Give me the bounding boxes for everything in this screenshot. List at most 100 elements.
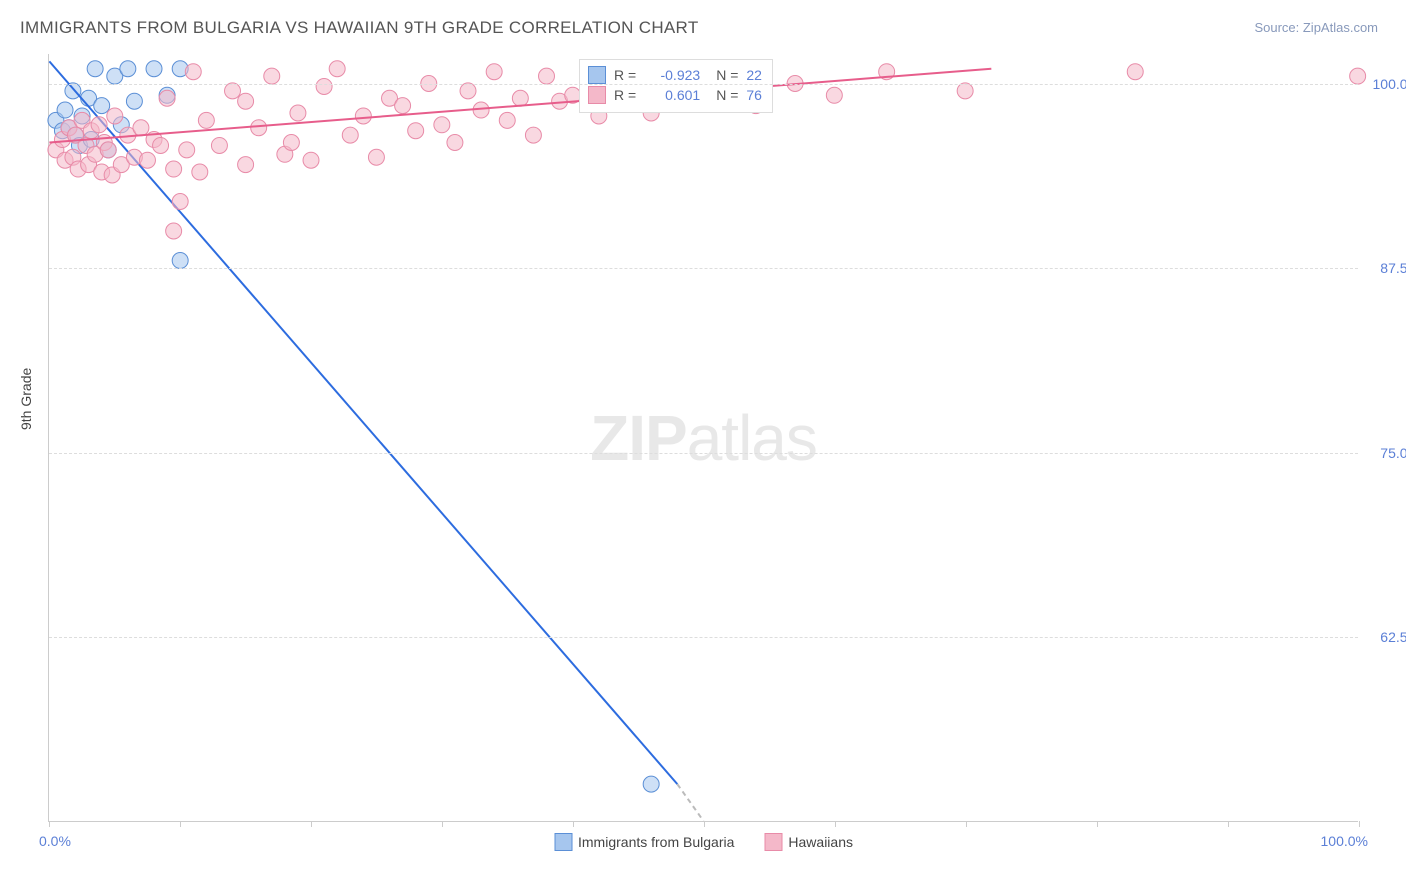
legend-swatch-hawaiians bbox=[764, 833, 782, 851]
scatter-point bbox=[198, 112, 214, 128]
scatter-point bbox=[139, 152, 155, 168]
legend-item-bulgaria: Immigrants from Bulgaria bbox=[554, 833, 734, 851]
scatter-point bbox=[525, 127, 541, 143]
r-value-hawaiians: 0.601 bbox=[644, 87, 700, 103]
x-tick-mark bbox=[1228, 821, 1229, 827]
scatter-point bbox=[225, 83, 241, 99]
plot-area: ZIPatlas R = -0.923 N = 22 R = 0.601 N =… bbox=[48, 54, 1358, 822]
scatter-point bbox=[107, 108, 123, 124]
scatter-point bbox=[486, 64, 502, 80]
scatter-point bbox=[166, 161, 182, 177]
scatter-point bbox=[251, 120, 267, 136]
scatter-point bbox=[264, 68, 280, 84]
scatter-point bbox=[342, 127, 358, 143]
gridline bbox=[49, 453, 1358, 454]
y-tick-label: 100.0% bbox=[1365, 76, 1406, 92]
x-tick-mark bbox=[573, 821, 574, 827]
r-label: R = bbox=[614, 67, 636, 83]
scatter-point bbox=[643, 776, 659, 792]
scatter-point bbox=[94, 98, 110, 114]
n-label: N = bbox=[716, 67, 738, 83]
scatter-point bbox=[192, 164, 208, 180]
trend-line-extrapolated bbox=[677, 784, 703, 821]
scatter-point bbox=[91, 117, 107, 133]
scatter-point bbox=[1350, 68, 1366, 84]
x-tick-mark bbox=[704, 821, 705, 827]
gridline bbox=[49, 637, 1358, 638]
r-value-bulgaria: -0.923 bbox=[644, 67, 700, 83]
scatter-point bbox=[539, 68, 555, 84]
scatter-point bbox=[316, 78, 332, 94]
scatter-point bbox=[185, 64, 201, 80]
scatter-point bbox=[65, 83, 81, 99]
scatter-point bbox=[303, 152, 319, 168]
y-tick-label: 75.0% bbox=[1365, 445, 1406, 461]
legend-item-hawaiians: Hawaiians bbox=[764, 833, 853, 851]
source-attribution: Source: ZipAtlas.com bbox=[1254, 20, 1378, 35]
scatter-point bbox=[290, 105, 306, 121]
scatter-point bbox=[146, 61, 162, 77]
x-tick-mark bbox=[311, 821, 312, 827]
scatter-point bbox=[434, 117, 450, 133]
scatter-point bbox=[126, 93, 142, 109]
scatter-point bbox=[172, 253, 188, 269]
n-label: N = bbox=[716, 87, 738, 103]
x-tick-mark bbox=[49, 821, 50, 827]
swatch-hawaiians bbox=[588, 86, 606, 104]
scatter-point bbox=[499, 112, 515, 128]
scatter-point bbox=[957, 83, 973, 99]
legend-label-bulgaria: Immigrants from Bulgaria bbox=[578, 834, 734, 850]
scatter-point bbox=[238, 157, 254, 173]
bottom-legend: Immigrants from Bulgaria Hawaiians bbox=[554, 833, 853, 851]
scatter-point bbox=[153, 137, 169, 153]
x-tick-mark bbox=[1097, 821, 1098, 827]
scatter-point bbox=[447, 135, 463, 151]
scatter-point bbox=[100, 142, 116, 158]
scatter-point bbox=[1127, 64, 1143, 80]
y-tick-label: 62.5% bbox=[1365, 629, 1406, 645]
r-label: R = bbox=[614, 87, 636, 103]
stats-row-bulgaria: R = -0.923 N = 22 bbox=[588, 66, 762, 84]
trend-line bbox=[49, 69, 991, 143]
x-tick-mark bbox=[442, 821, 443, 827]
scatter-point bbox=[368, 149, 384, 165]
scatter-point bbox=[87, 61, 103, 77]
scatter-point bbox=[133, 120, 149, 136]
scatter-point bbox=[283, 135, 299, 151]
legend-label-hawaiians: Hawaiians bbox=[788, 834, 853, 850]
gridline bbox=[49, 84, 1358, 85]
stats-legend: R = -0.923 N = 22 R = 0.601 N = 76 bbox=[579, 59, 773, 113]
n-value-hawaiians: 76 bbox=[746, 87, 762, 103]
scatter-point bbox=[159, 90, 175, 106]
scatter-point bbox=[460, 83, 476, 99]
scatter-point bbox=[395, 98, 411, 114]
scatter-point bbox=[179, 142, 195, 158]
x-tick-max: 100.0% bbox=[1321, 833, 1368, 849]
y-tick-label: 87.5% bbox=[1365, 260, 1406, 276]
scatter-point bbox=[408, 123, 424, 139]
x-tick-mark bbox=[835, 821, 836, 827]
legend-swatch-bulgaria bbox=[554, 833, 572, 851]
scatter-point bbox=[826, 87, 842, 103]
y-axis-label: 9th Grade bbox=[18, 368, 34, 430]
stats-row-hawaiians: R = 0.601 N = 76 bbox=[588, 86, 762, 104]
trend-line bbox=[49, 61, 677, 784]
n-value-bulgaria: 22 bbox=[746, 67, 762, 83]
scatter-point bbox=[355, 108, 371, 124]
x-tick-mark bbox=[180, 821, 181, 827]
x-tick-mark bbox=[966, 821, 967, 827]
chart-title: IMMIGRANTS FROM BULGARIA VS HAWAIIAN 9TH… bbox=[20, 18, 699, 38]
x-tick-mark bbox=[1359, 821, 1360, 827]
swatch-bulgaria bbox=[588, 66, 606, 84]
chart-svg bbox=[49, 54, 1358, 821]
scatter-point bbox=[120, 61, 136, 77]
scatter-point bbox=[512, 90, 528, 106]
gridline bbox=[49, 268, 1358, 269]
scatter-point bbox=[238, 93, 254, 109]
scatter-point bbox=[166, 223, 182, 239]
scatter-point bbox=[57, 102, 73, 118]
scatter-point bbox=[172, 194, 188, 210]
scatter-point bbox=[211, 137, 227, 153]
x-tick-min: 0.0% bbox=[39, 833, 71, 849]
scatter-point bbox=[329, 61, 345, 77]
